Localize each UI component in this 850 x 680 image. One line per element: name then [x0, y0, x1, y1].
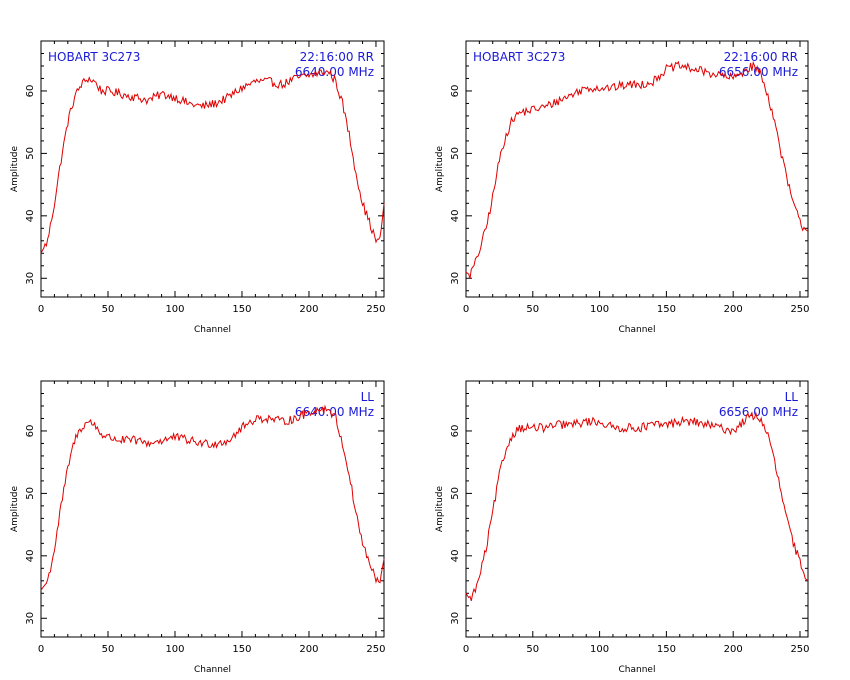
time-polarization-label: LL	[785, 390, 799, 404]
spectrum-trace	[40, 69, 385, 254]
panel-ll-6640: 0 50 100 150 200 250 30 40 50 60 Channel Amplitude L…	[10, 380, 386, 675]
x-tick-label: 0	[38, 304, 44, 315]
spectrum-trace	[40, 404, 385, 591]
x-axis-label: Channel	[194, 325, 231, 335]
time-polarization-label: LL	[361, 390, 375, 404]
x-axis-label: Channel	[619, 665, 656, 675]
spectrum-trace	[465, 411, 809, 602]
source-label: HOBART 3C273	[48, 50, 140, 64]
spectrum-trace	[465, 60, 809, 279]
y-axis-label: Amplitude	[435, 145, 445, 192]
y-tick-label: 30	[450, 272, 461, 285]
frequency-label: 6656.00 MHz	[719, 405, 798, 419]
y-tick-label: 40	[450, 549, 461, 562]
y-tick-label: 60	[450, 85, 461, 98]
x-tick-label: 50	[102, 644, 115, 655]
x-tick-label: 200	[724, 644, 743, 655]
frequency-label: 6640.00 MHz	[295, 65, 374, 79]
x-tick-label: 50	[102, 304, 115, 315]
frequency-label: 6640.00 MHz	[295, 405, 374, 419]
x-tick-label: 50	[526, 644, 539, 655]
x-tick-label: 200	[724, 304, 743, 315]
x-axis-label: Channel	[194, 665, 231, 675]
x-tick-label: 50	[526, 304, 539, 315]
y-tick-label: 40	[450, 209, 461, 222]
y-tick-label: 30	[25, 272, 36, 285]
x-tick-label: 150	[232, 644, 251, 655]
y-tick-label: 50	[25, 487, 36, 500]
x-tick-label: 150	[232, 304, 251, 315]
plot-frame	[465, 40, 809, 298]
y-tick-label: 40	[25, 549, 36, 562]
x-tick-label: 0	[463, 644, 469, 655]
x-tick-label: 250	[366, 644, 385, 655]
x-tick-label: 250	[366, 304, 385, 315]
plot-frame	[40, 40, 385, 298]
y-tick-label: 60	[25, 425, 36, 438]
x-tick-label: 0	[463, 304, 469, 315]
x-tick-label: 250	[790, 304, 809, 315]
panel-rr-6656: 0 50 100 150 200 250 30 40 50 60 Channel Amplitude H…	[435, 40, 810, 335]
x-tick-label: 100	[165, 304, 184, 315]
y-tick-label: 50	[450, 147, 461, 160]
time-polarization-label: 22:16:00 RR	[724, 50, 798, 64]
source-label: HOBART 3C273	[473, 50, 565, 64]
panel-ll-6656: 0 50 100 150 200 250 30 40 50 60 Channel Amplitude L…	[435, 380, 810, 675]
time-polarization-label: 22:16:00 RR	[300, 50, 374, 64]
x-tick-label: 100	[590, 304, 609, 315]
y-tick-label: 30	[450, 612, 461, 625]
y-tick-label: 60	[450, 425, 461, 438]
plot-frame	[40, 380, 385, 638]
y-axis-label: Amplitude	[435, 485, 445, 532]
y-tick-label: 30	[25, 612, 36, 625]
y-tick-label: 60	[25, 85, 36, 98]
y-tick-label: 40	[25, 209, 36, 222]
x-tick-label: 100	[590, 644, 609, 655]
y-axis-label: Amplitude	[10, 145, 20, 192]
panel-rr-6640: 0 50 100 150 200 250 30 40 50 60 Channel Amplitude H…	[10, 40, 386, 335]
x-axis-label: Channel	[619, 325, 656, 335]
x-tick-label: 0	[38, 644, 44, 655]
x-tick-label: 200	[299, 304, 318, 315]
x-tick-label: 100	[165, 644, 184, 655]
x-tick-label: 150	[657, 304, 676, 315]
y-axis-label: Amplitude	[10, 485, 20, 532]
x-tick-label: 250	[790, 644, 809, 655]
plot-frame	[465, 380, 809, 638]
y-tick-label: 50	[25, 147, 36, 160]
y-tick-label: 50	[450, 487, 461, 500]
x-tick-label: 150	[657, 644, 676, 655]
x-tick-label: 200	[299, 644, 318, 655]
